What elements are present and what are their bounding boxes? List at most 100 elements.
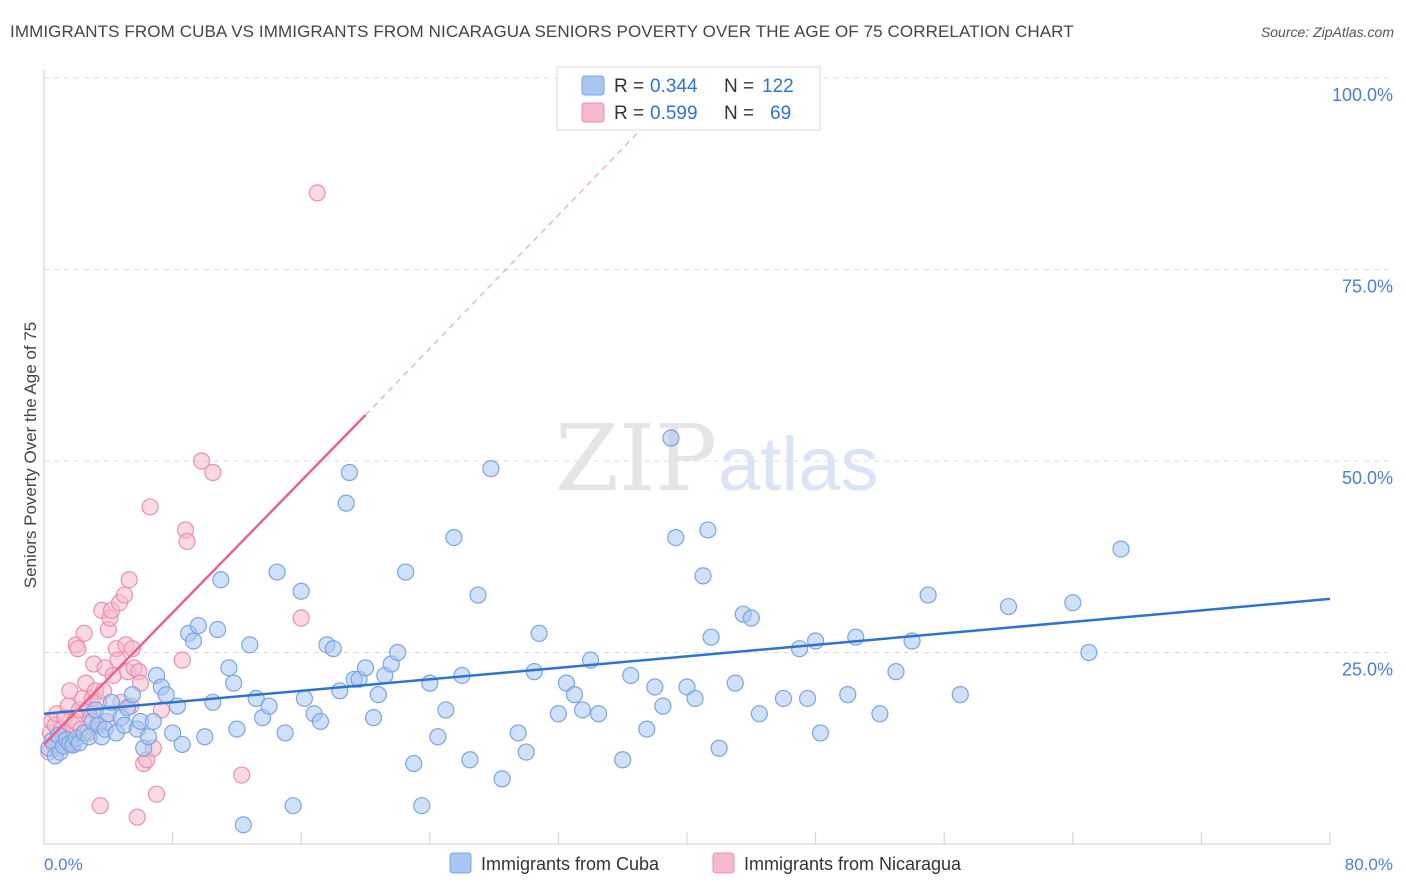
nicaragua-point-59: [147, 785, 166, 803]
x-tick-label-0: 0.0%: [44, 855, 83, 874]
nicaragua-point-50: [123, 640, 142, 658]
cuba-point-72: [405, 754, 423, 773]
cuba-point-112: [798, 689, 817, 708]
cuba-point-42: [212, 571, 230, 589]
cuba-point-79: [461, 751, 479, 769]
y-tick-label-100: 100.0%: [1332, 85, 1393, 105]
cuba-point-52: [276, 724, 294, 742]
y-axis-label: Seniors Poverty Over the Age of 75: [21, 322, 40, 588]
cuba-point-75: [429, 728, 447, 746]
nicaragua-point-57: [141, 498, 159, 516]
cuba-point-74: [421, 674, 439, 692]
cuba-point-29: [144, 712, 162, 731]
cuba-point-37: [184, 632, 203, 650]
nicaragua-r-value: 0.599: [650, 103, 698, 124]
nicaragua-point-18: [69, 640, 87, 658]
cuba-point-65: [356, 659, 375, 677]
cuba-point-45: [228, 720, 246, 738]
nicaragua-point-22: [75, 624, 93, 642]
cuba-point-115: [839, 686, 857, 704]
cuba-point-77: [445, 528, 463, 547]
x-axis-ticks: [43, 832, 1331, 844]
cuba-point-117: [871, 705, 889, 723]
nicaragua-trendline: [43, 414, 367, 746]
cuba-r-label: R =: [614, 76, 644, 97]
cuba-point-54: [292, 582, 310, 600]
cuba-point-35: [173, 735, 191, 754]
gridlines: [44, 77, 1393, 653]
nicaragua-trendline-extension: [365, 131, 640, 416]
nicaragua-point-48: [120, 571, 138, 589]
cuba-point-89: [565, 686, 584, 704]
cuba-point-96: [646, 678, 664, 696]
cuba-point-33: [164, 724, 182, 742]
cuba-point-92: [589, 705, 608, 723]
cuba-point-80: [469, 586, 487, 604]
cuba-point-114: [811, 724, 830, 742]
cuba-point-67: [369, 686, 387, 704]
chart-title: IMMIGRANTS FROM CUBA VS IMMIGRANTS FROM …: [10, 22, 1074, 41]
nicaragua-n-label: N =: [724, 103, 754, 124]
cuba-point-53: [284, 797, 302, 815]
cuba-point-118: [887, 663, 905, 681]
cuba-point-98: [662, 429, 680, 447]
nicaragua-legend-swatch: [581, 102, 605, 123]
cuba-point-110: [774, 689, 793, 708]
x-tick-label-80: 80.0%: [1345, 855, 1393, 874]
nicaragua-n-value: 69: [770, 103, 791, 124]
cuba-point-82: [493, 770, 511, 788]
cuba-point-61: [337, 494, 355, 512]
cuba-r-value: 0.344: [650, 76, 698, 97]
cuba-series-swatch[interactable]: [449, 852, 472, 874]
watermark-zip: ZIP: [555, 405, 717, 512]
cuba-series-label[interactable]: Immigrants from Cuba: [481, 854, 660, 874]
nicaragua-point-67: [292, 609, 310, 627]
cuba-point-28: [139, 728, 158, 746]
nicaragua-point-45: [115, 586, 133, 604]
y-tick-label-50: 50.0%: [1342, 468, 1393, 488]
nicaragua-point-13: [61, 682, 79, 700]
cuba-point-99: [667, 528, 685, 547]
nicaragua-point-32: [91, 797, 109, 815]
cuba-point-50: [260, 697, 278, 715]
cuba-point-70: [389, 643, 407, 662]
cuba-point-103: [699, 521, 717, 539]
nicaragua-point-68: [308, 184, 326, 202]
cuba-point-47: [241, 636, 259, 654]
y-tick-label-75: 75.0%: [1342, 277, 1393, 297]
cuba-point-111: [790, 640, 809, 658]
cuba-point-38: [189, 617, 207, 635]
cuba-point-43: [220, 659, 238, 677]
cuba-point-97: [654, 697, 672, 715]
cuba-point-121: [951, 686, 969, 704]
cuba-point-40: [204, 693, 222, 711]
cuba-point-81: [482, 460, 500, 478]
cuba-point-102: [694, 567, 712, 585]
cuba-point-90: [573, 701, 592, 719]
cuba-n-value: 122: [762, 76, 794, 97]
source-label: Source: ZipAtlas.com: [1260, 24, 1394, 40]
cuba-point-71: [397, 563, 415, 581]
series-legend: Immigrants from Cuba Immigrants from Nic…: [449, 852, 962, 874]
y-axis-tick-labels: 25.0% 50.0% 75.0% 100.0%: [1332, 85, 1393, 680]
cuba-point-62: [340, 463, 359, 482]
watermark-atlas: atlas: [718, 422, 879, 507]
cuba-point-94: [622, 666, 640, 685]
cuba-point-39: [196, 728, 214, 746]
nicaragua-point-52: [128, 808, 146, 826]
cuba-point-44: [225, 674, 243, 692]
cuba-point-106: [726, 674, 744, 692]
cuba-point-120: [919, 586, 937, 604]
cuba-point-66: [364, 709, 383, 727]
cuba-point-59: [324, 640, 342, 658]
cuba-point-123: [1064, 594, 1082, 612]
y-tick-label-25: 25.0%: [1342, 660, 1393, 680]
cuba-point-46: [234, 816, 252, 834]
nicaragua-series-label[interactable]: Immigrants from Nicaragua: [744, 854, 962, 874]
cuba-point-41: [209, 620, 227, 639]
cuba-point-60: [331, 682, 349, 700]
nicaragua-series-swatch[interactable]: [712, 852, 735, 874]
watermark: ZIP atlas: [555, 405, 879, 512]
cuba-point-51: [268, 563, 286, 581]
